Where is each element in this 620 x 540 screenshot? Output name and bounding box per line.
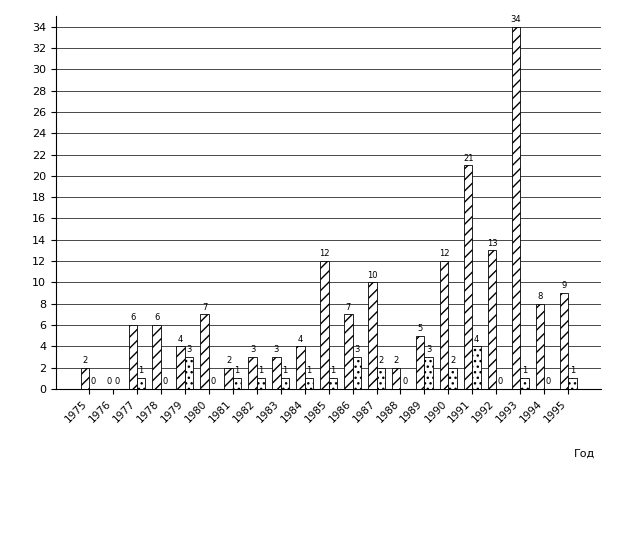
Text: 3: 3 xyxy=(187,345,192,354)
Text: 4: 4 xyxy=(474,335,479,343)
Bar xyxy=(488,251,497,389)
Text: 12: 12 xyxy=(319,249,330,258)
Text: 12: 12 xyxy=(439,249,450,258)
Bar xyxy=(560,293,568,389)
Text: 0: 0 xyxy=(162,377,167,386)
Text: 3: 3 xyxy=(250,345,255,354)
Text: 2: 2 xyxy=(226,356,231,365)
Text: 7: 7 xyxy=(202,302,207,312)
Bar xyxy=(512,27,520,389)
Text: 1: 1 xyxy=(282,367,288,375)
Text: 6: 6 xyxy=(130,313,135,322)
Text: 9: 9 xyxy=(561,281,567,291)
Bar xyxy=(224,368,232,389)
Bar xyxy=(320,261,329,389)
Bar xyxy=(281,378,289,389)
Bar xyxy=(185,357,193,389)
Text: 0: 0 xyxy=(106,377,112,386)
Bar xyxy=(153,325,161,389)
Bar xyxy=(128,325,137,389)
Text: 2: 2 xyxy=(378,356,383,365)
Bar xyxy=(416,335,425,389)
Bar xyxy=(249,357,257,389)
Bar xyxy=(448,368,457,389)
Text: 1: 1 xyxy=(522,367,527,375)
Text: 3: 3 xyxy=(426,345,432,354)
Text: 8: 8 xyxy=(538,292,542,301)
Text: 1: 1 xyxy=(259,367,263,375)
Bar xyxy=(353,357,361,389)
Text: 0: 0 xyxy=(546,377,551,386)
Text: 1: 1 xyxy=(330,367,335,375)
Text: 10: 10 xyxy=(367,271,378,280)
Text: 2: 2 xyxy=(394,356,399,365)
Bar xyxy=(296,346,304,389)
Text: 0: 0 xyxy=(498,377,503,386)
Text: 4: 4 xyxy=(298,335,303,343)
Text: 3: 3 xyxy=(274,345,279,354)
Bar xyxy=(368,282,376,389)
Text: 1: 1 xyxy=(306,367,311,375)
Text: 34: 34 xyxy=(511,15,521,24)
Text: 0: 0 xyxy=(210,377,216,386)
Text: 5: 5 xyxy=(418,324,423,333)
Bar xyxy=(536,303,544,389)
Bar xyxy=(376,368,385,389)
Bar xyxy=(440,261,448,389)
Bar xyxy=(568,378,577,389)
Bar xyxy=(464,165,472,389)
Bar xyxy=(177,346,185,389)
Text: 2: 2 xyxy=(82,356,87,365)
Text: 3: 3 xyxy=(354,345,360,354)
Text: 0: 0 xyxy=(402,377,407,386)
Text: 21: 21 xyxy=(463,153,474,163)
Bar xyxy=(257,378,265,389)
Bar xyxy=(232,378,241,389)
Bar xyxy=(425,357,433,389)
Bar xyxy=(272,357,281,389)
Bar xyxy=(137,378,145,389)
Text: 1: 1 xyxy=(138,367,144,375)
Text: 1: 1 xyxy=(234,367,239,375)
Bar xyxy=(520,378,529,389)
Bar xyxy=(81,368,89,389)
Bar xyxy=(344,314,353,389)
Text: 7: 7 xyxy=(346,302,351,312)
Text: 0: 0 xyxy=(115,377,120,386)
Text: Год: Год xyxy=(574,448,595,458)
Text: 1: 1 xyxy=(570,367,575,375)
Text: 4: 4 xyxy=(178,335,184,343)
Bar xyxy=(392,368,401,389)
Text: 13: 13 xyxy=(487,239,497,248)
Bar xyxy=(200,314,209,389)
Text: 6: 6 xyxy=(154,313,159,322)
Bar xyxy=(304,378,313,389)
Bar xyxy=(329,378,337,389)
Text: 2: 2 xyxy=(450,356,455,365)
Text: 0: 0 xyxy=(91,377,96,386)
Bar xyxy=(472,346,480,389)
